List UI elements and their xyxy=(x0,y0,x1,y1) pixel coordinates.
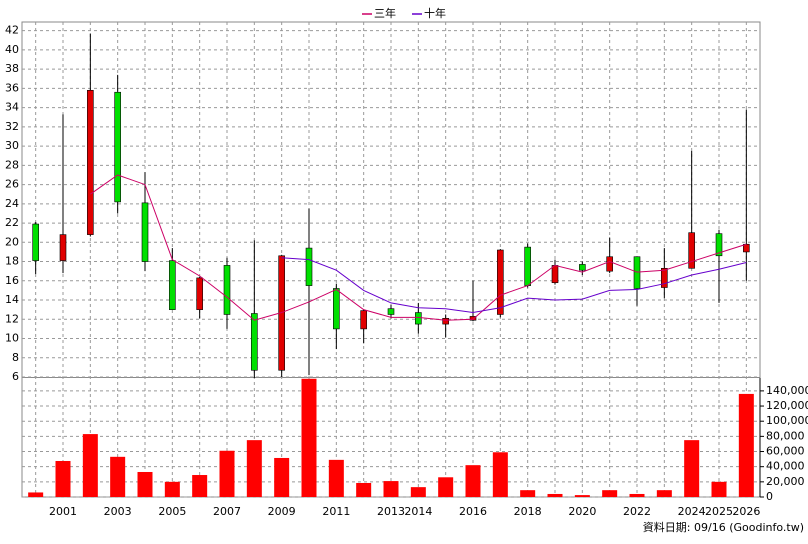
volume-bar xyxy=(164,481,180,497)
candle-body xyxy=(579,264,586,271)
volume-bar xyxy=(328,459,344,497)
volume-bar xyxy=(711,481,727,497)
x-tick-label: 2022 xyxy=(623,505,651,518)
y-tick-label: 14 xyxy=(5,293,19,306)
candle-body xyxy=(360,310,367,330)
volume-bar xyxy=(492,452,508,497)
candle-body xyxy=(196,277,203,310)
candle-body xyxy=(442,318,449,325)
candle-body xyxy=(169,260,176,310)
volume-bar xyxy=(602,490,618,497)
volume-bar xyxy=(383,481,399,497)
candle-body xyxy=(715,233,723,257)
x-tick-label: 2024 xyxy=(678,505,706,518)
volume-bar xyxy=(656,490,672,497)
y2-tick-label: 60,000 xyxy=(766,445,805,458)
candle-body xyxy=(524,246,531,286)
volume-bar xyxy=(192,475,208,497)
x-tick-label: 2020 xyxy=(568,505,596,518)
x-tick-label: 2014 xyxy=(404,505,432,518)
candle-body xyxy=(87,90,94,235)
candle-body xyxy=(223,265,231,315)
y2-tick-label: 120,000 xyxy=(766,399,808,412)
candle-body xyxy=(333,288,340,330)
y-tick-label: 24 xyxy=(5,197,19,210)
candle-body xyxy=(469,316,477,321)
candle-body xyxy=(497,249,504,315)
volume-bar xyxy=(574,495,590,497)
x-tick-label: 2007 xyxy=(213,505,241,518)
y2-tick-label: 140,000 xyxy=(766,384,808,397)
candle-body xyxy=(141,202,149,262)
x-tick-label: 2016 xyxy=(459,505,487,518)
y-tick-label: 30 xyxy=(5,139,19,152)
candle-body xyxy=(251,313,258,371)
y-tick-label: 20 xyxy=(5,235,19,248)
volume-bar xyxy=(82,434,98,497)
x-tick-label: 2018 xyxy=(514,505,542,518)
x-tick-label: 2026 xyxy=(732,505,760,518)
y-tick-label: 26 xyxy=(5,178,19,191)
y-tick-label: 38 xyxy=(5,62,19,75)
volume-bar xyxy=(356,482,372,497)
x-tick-label: 2003 xyxy=(104,505,132,518)
y-tick-label: 12 xyxy=(5,312,19,325)
volume-bar xyxy=(274,457,290,497)
candle-body xyxy=(551,265,559,284)
y2-tick-label: 20,000 xyxy=(766,475,805,488)
volume-bar xyxy=(547,493,563,497)
volume-bar xyxy=(684,440,700,497)
legend-label: 三年 xyxy=(374,6,396,20)
footer: 資料日期: 09/16 (Goodinfo.tw) xyxy=(643,520,804,534)
ma-line xyxy=(90,174,747,321)
y-tick-label: 40 xyxy=(5,43,19,56)
volume-bar xyxy=(410,487,426,497)
volume-bar xyxy=(465,465,481,497)
x-tick-label: 2013 xyxy=(377,505,405,518)
y-tick-label: 32 xyxy=(5,120,19,133)
volume-bar xyxy=(28,492,44,497)
candle-body xyxy=(387,308,395,315)
x-tick-label: 2011 xyxy=(322,505,350,518)
volume-bar xyxy=(246,440,262,497)
y-tick-label: 36 xyxy=(5,81,19,94)
volume-bar xyxy=(438,477,454,497)
candle-body xyxy=(688,232,695,269)
y-tick-label: 28 xyxy=(5,158,19,171)
y-tick-label: 42 xyxy=(5,24,19,37)
y2-tick-label: 0 xyxy=(766,490,773,503)
candle-body xyxy=(114,91,121,203)
volume-bar xyxy=(137,471,153,497)
volume-bar xyxy=(738,393,754,497)
y2-tick-label: 80,000 xyxy=(766,429,805,442)
candle-body xyxy=(661,267,668,288)
y-tick-label: 22 xyxy=(5,216,19,229)
y-tick-label: 18 xyxy=(5,255,19,268)
candle-body xyxy=(32,223,39,261)
y-tick-label: 16 xyxy=(5,274,19,287)
volume-bar xyxy=(629,493,645,497)
volume-bar xyxy=(110,456,126,497)
x-tick-label: 2025 xyxy=(705,505,733,518)
y-tick-label: 6 xyxy=(12,370,19,383)
candle-body xyxy=(59,234,67,261)
ma-line xyxy=(281,257,747,314)
legend-label: 十年 xyxy=(424,6,446,20)
candle-body xyxy=(415,312,422,325)
candle-body xyxy=(606,256,613,272)
volume-bar xyxy=(301,378,317,497)
y-tick-label: 34 xyxy=(5,101,19,114)
y-tick-label: 8 xyxy=(12,351,19,364)
volume-bar xyxy=(55,460,71,497)
y-tick-label: 10 xyxy=(5,332,19,345)
y2-tick-label: 100,000 xyxy=(766,414,808,427)
x-tick-label: 2005 xyxy=(158,505,186,518)
x-tick-label: 2001 xyxy=(49,505,77,518)
volume-bar xyxy=(219,450,235,497)
x-tick-label: 2009 xyxy=(268,505,296,518)
candle-body xyxy=(305,247,313,286)
y2-tick-label: 40,000 xyxy=(766,460,805,473)
volume-bar xyxy=(520,490,536,497)
